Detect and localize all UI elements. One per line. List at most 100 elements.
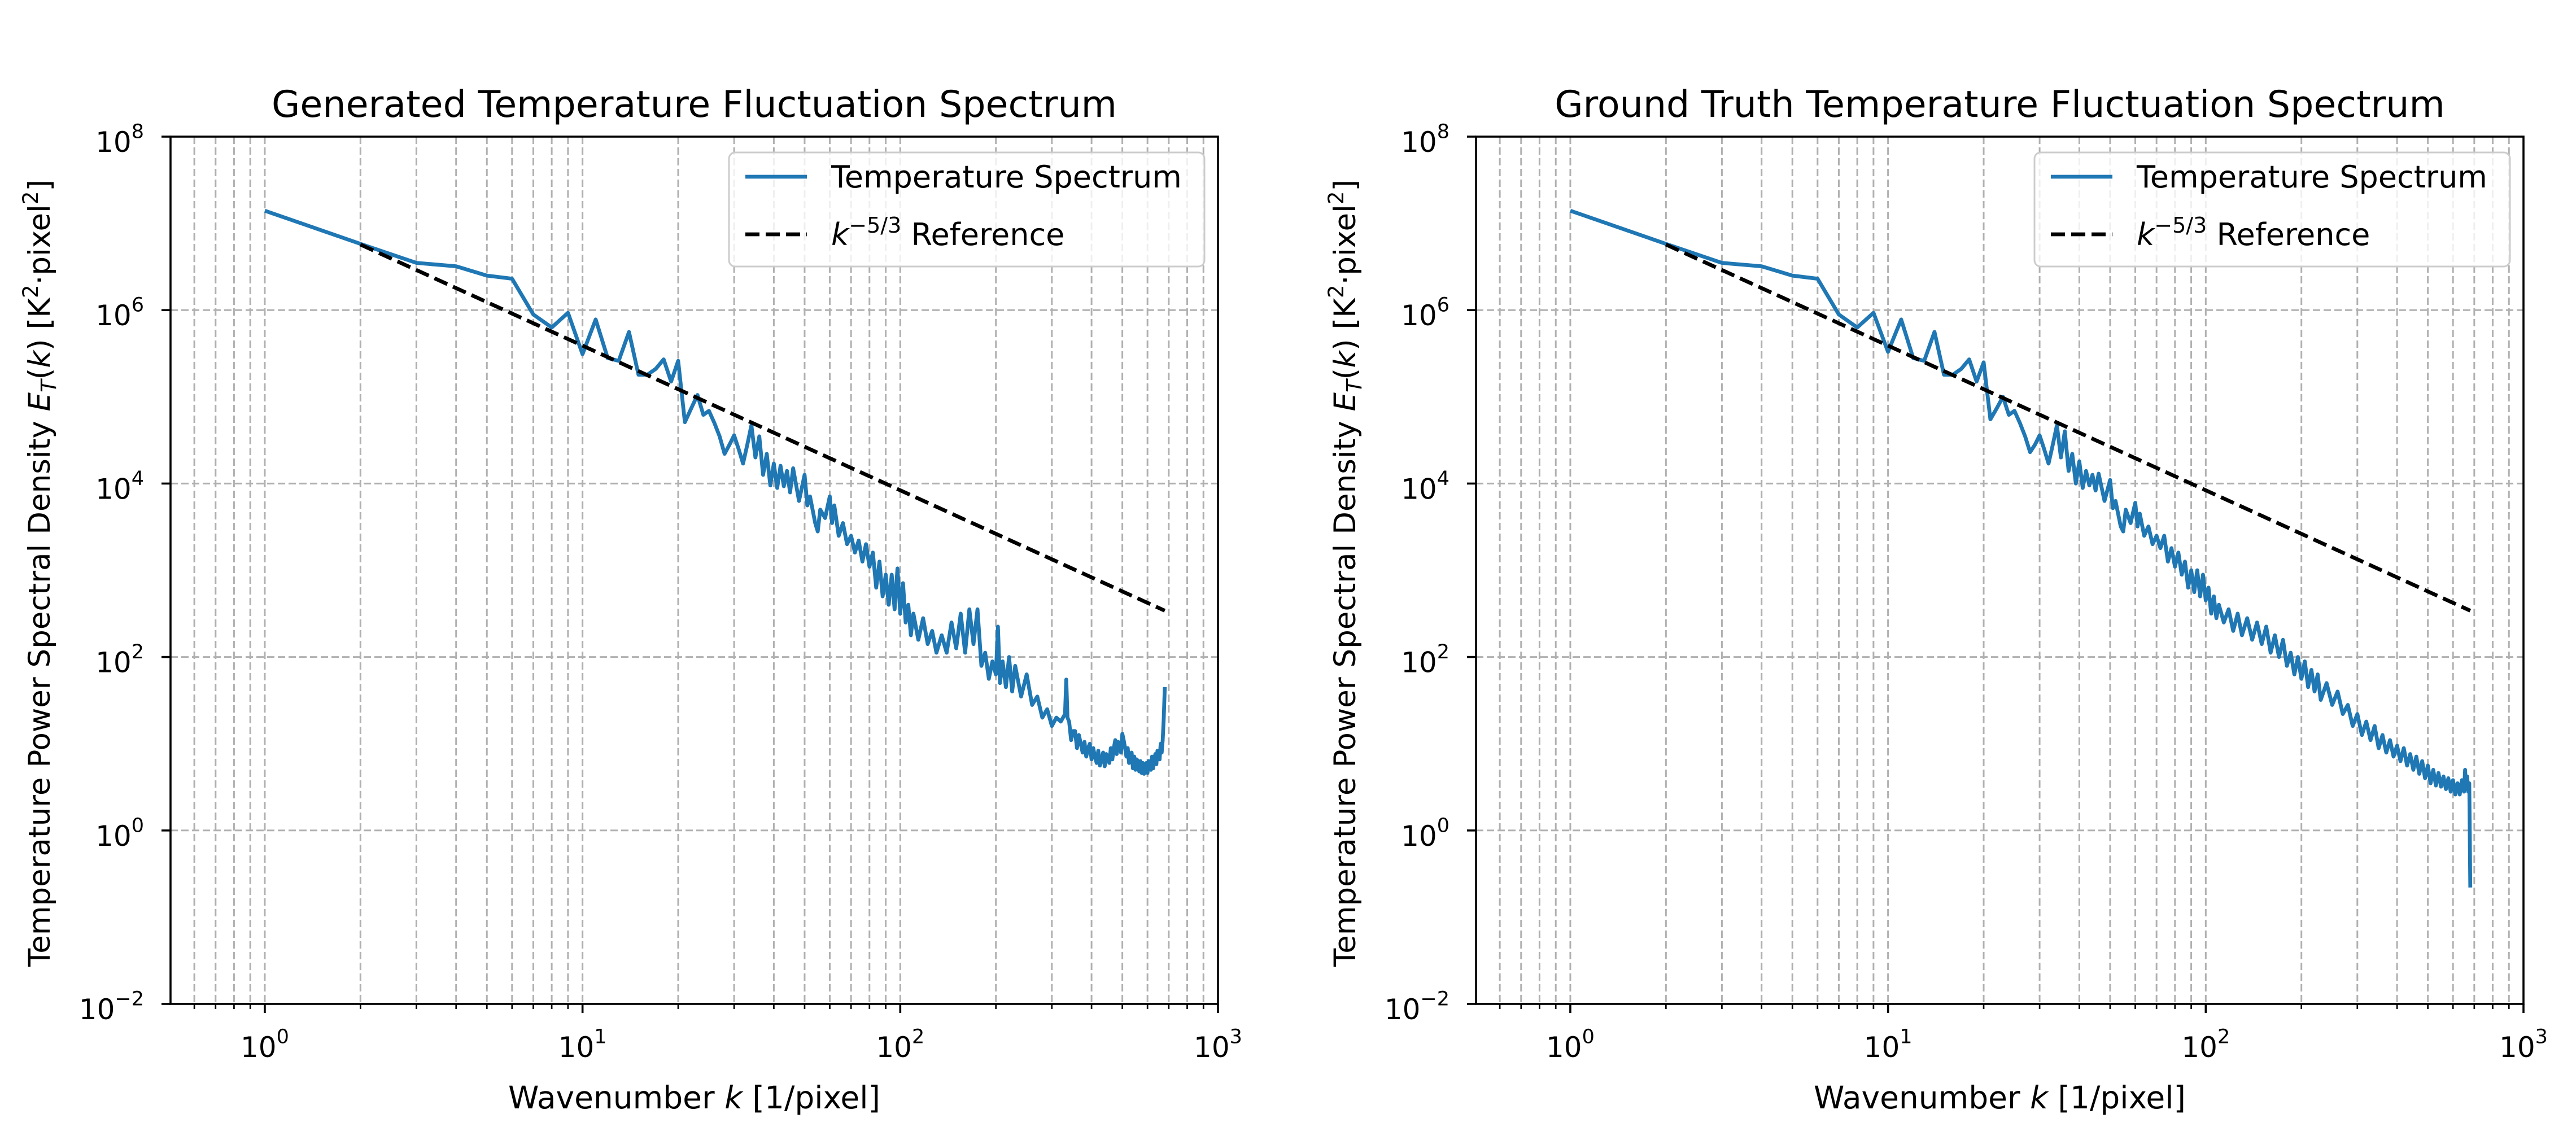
x-tick-label-base: 10	[876, 1031, 912, 1064]
legend: Temperature Spectrum k−5/3 Reference	[728, 151, 1206, 268]
x-tick-label: 102	[876, 1026, 924, 1064]
y-tick-label-exponent: 8	[1437, 121, 1449, 143]
x-tick-label-exponent: 0	[1582, 1026, 1595, 1049]
legend-reference-exponent: −5/3	[2154, 213, 2207, 238]
legend-label-reference: k−5/3 Reference	[2137, 213, 2370, 252]
legend-reference-exponent: −5/3	[849, 213, 901, 238]
y-axis-label-unit-close: ]	[23, 180, 57, 191]
y-axis-label-superscript: 2	[1324, 191, 1348, 205]
y-tick-label: 10−2	[1385, 988, 1449, 1026]
reference-line-k-minus-5-3	[359, 243, 1166, 613]
y-tick-label-base: 10	[1385, 993, 1421, 1026]
y-axis-label-unit-mid: ·pixel	[1328, 204, 1363, 285]
x-axis-label: Wavenumber k [1/pixel]	[508, 1080, 880, 1116]
y-tick-label-base: 10	[95, 126, 132, 159]
y-axis-label-superscript: 2	[1324, 285, 1348, 298]
x-tick-label-base: 10	[558, 1031, 595, 1064]
y-axis-label-paren-open: (	[1328, 368, 1363, 380]
legend: Temperature Spectrum k−5/3 Reference	[2033, 151, 2511, 268]
y-axis-label-unit-open: [K	[23, 298, 57, 339]
y-tick-label-exponent: 8	[132, 121, 144, 143]
y-tick-label-exponent: 4	[1437, 468, 1449, 490]
ticks	[161, 136, 1219, 1013]
x-tick-label: 100	[241, 1026, 289, 1064]
x-tick-label-exponent: 3	[2535, 1026, 2548, 1049]
y-tick-label-exponent: 2	[132, 641, 144, 663]
x-tick-label: 102	[2181, 1026, 2230, 1064]
legend-label-temperature-spectrum: Temperature Spectrum	[831, 159, 1182, 195]
y-tick-label-base: 10	[1401, 126, 1437, 159]
x-tick-label-base: 10	[241, 1031, 277, 1064]
chart-title: Ground Truth Temperature Fluctuation Spe…	[1555, 84, 2445, 126]
x-axis-label: Wavenumber k [1/pixel]	[1814, 1080, 2186, 1116]
y-tick-label-base: 10	[95, 820, 132, 853]
x-tick-label: 103	[2499, 1026, 2548, 1064]
y-axis-label-superscript: 2	[19, 285, 43, 298]
y-tick-label: 108	[95, 121, 144, 159]
x-tick-label-exponent: 2	[912, 1026, 924, 1049]
y-tick-label-exponent: 2	[1437, 641, 1449, 663]
y-axis-label-unit-open: [K	[1328, 298, 1363, 339]
x-tick-label-base: 10	[1546, 1031, 1582, 1064]
plot-area	[264, 209, 1167, 776]
x-tick-label-base: 10	[1194, 1031, 1230, 1064]
y-tick-label-base: 10	[1401, 473, 1437, 505]
y-tick-label: 102	[95, 641, 144, 679]
y-tick-label-exponent: 0	[1437, 814, 1449, 837]
y-axis-label-unit-mid: ·pixel	[23, 204, 57, 285]
legend-label-temperature-spectrum: Temperature Spectrum	[2136, 159, 2487, 195]
x-tick-label-exponent: 2	[2217, 1026, 2230, 1049]
y-axis-label-argument: k	[1328, 350, 1363, 368]
x-axis-label-variable: k	[724, 1080, 744, 1116]
x-tick-label-exponent: 1	[594, 1026, 606, 1049]
legend-label-reference: k−5/3 Reference	[831, 213, 1064, 252]
y-tick-label-exponent: −2	[115, 988, 144, 1011]
x-tick-label: 101	[1864, 1026, 1913, 1064]
y-tick-label-base: 10	[79, 993, 115, 1026]
reference-line-k-minus-5-3	[1665, 243, 2472, 613]
y-axis-label-subscript: T	[37, 378, 61, 392]
legend-reference-variable: k	[831, 217, 850, 252]
y-tick-label: 102	[1401, 641, 1449, 679]
y-axis-label-paren-close: )	[23, 339, 57, 351]
x-tick-label-base: 10	[2181, 1031, 2217, 1064]
y-tick-label-base: 10	[95, 473, 132, 505]
y-axis-label-prefix: Temperature Power Spectral Density	[23, 411, 57, 967]
y-tick-label-base: 10	[1401, 299, 1437, 332]
y-tick-label-exponent: 6	[1437, 294, 1449, 317]
x-axis-label-unit: [1/pixel]	[2048, 1080, 2186, 1116]
y-tick-label-exponent: −2	[1420, 988, 1449, 1011]
y-tick-label: 100	[95, 814, 144, 853]
x-tick-label: 100	[1546, 1026, 1595, 1064]
y-tick-label: 104	[1401, 468, 1449, 506]
y-tick-label: 106	[1401, 294, 1449, 333]
y-tick-label-exponent: 6	[132, 294, 144, 317]
legend-frame	[728, 151, 1206, 268]
ticks	[1467, 136, 2525, 1013]
y-tick-label: 10−2	[79, 988, 144, 1026]
x-axis-label-unit: [1/pixel]	[743, 1080, 880, 1116]
legend-reference-text: Reference	[2207, 217, 2370, 252]
chart-title: Generated Temperature Fluctuation Spectr…	[272, 84, 1117, 126]
y-tick-label-base: 10	[95, 299, 132, 332]
legend-frame	[2033, 151, 2511, 268]
y-axis-label-symbol: E	[1328, 392, 1363, 411]
y-axis-label-prefix: Temperature Power Spectral Density	[1328, 411, 1363, 967]
y-tick-label-exponent: 0	[132, 814, 144, 837]
axes-spines	[1475, 136, 2525, 1005]
x-tick-label-exponent: 3	[1230, 1026, 1242, 1049]
y-tick-label-base: 10	[1401, 647, 1437, 679]
y-axis-label-subscript: T	[1342, 378, 1366, 392]
y-axis-label-paren-close: )	[1328, 339, 1363, 351]
y-tick-label-base: 10	[95, 647, 132, 679]
y-axis-label-argument: k	[23, 350, 57, 368]
x-tick-label-base: 10	[1864, 1031, 1900, 1064]
x-tick-label: 101	[558, 1026, 607, 1064]
x-axis-label-variable: k	[2030, 1080, 2049, 1116]
legend-reference-variable: k	[2137, 217, 2156, 252]
x-tick-label-exponent: 1	[1900, 1026, 1912, 1049]
legend-reference-text: Reference	[901, 217, 1064, 252]
